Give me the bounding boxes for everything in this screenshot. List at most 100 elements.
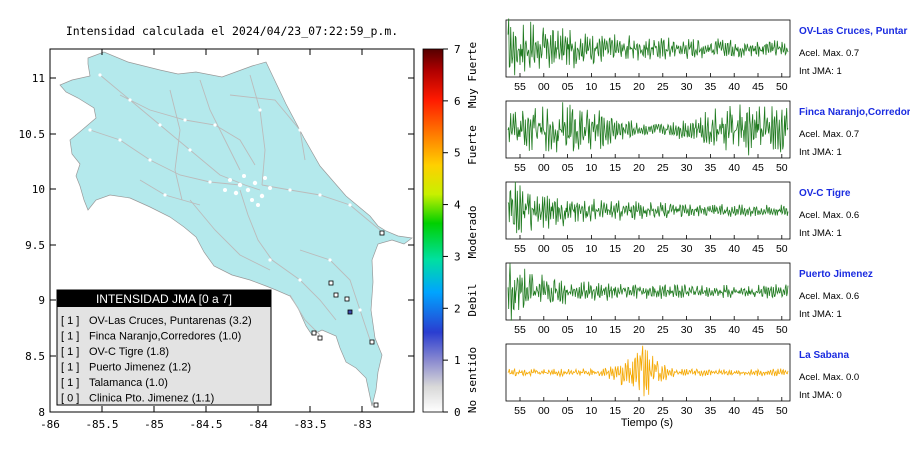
- legend-item-level: [ 1 ]: [61, 362, 79, 374]
- town-markers: [88, 73, 362, 312]
- seismogram-station: Finca Naranjo,Corredor: [799, 107, 910, 118]
- seismogram-tick-label: 35: [705, 405, 717, 417]
- seismogram-tick-label: 30: [681, 81, 693, 93]
- seismogram-tick-label: 40: [728, 324, 740, 336]
- colorbar-class-label: Muy Fuerte: [466, 42, 479, 108]
- seismogram-tick-label: 20: [633, 243, 645, 255]
- map-y-tick-label: 9: [38, 294, 45, 307]
- seismogram-tick-label: 55: [514, 162, 526, 174]
- seismogram-panel: 55 00 05 10 15 20 25 30 35 40 45 50 OV-C Tigre Acel. …: [505, 181, 859, 255]
- legend-box: [56, 289, 272, 406]
- seismogram-station: Puerto Jimenez: [799, 269, 873, 280]
- colorbar-tick-label: 4: [454, 199, 461, 212]
- seismogram-tick-label: 55: [514, 324, 526, 336]
- legend-item-level: [ 1 ]: [61, 331, 79, 343]
- seismogram-trace: [507, 18, 789, 76]
- legend-title: INTENSIDAD JMA [0 a 7]: [96, 292, 232, 306]
- map-y-axis: 11 10.5 10 9.5 9 8.5 8: [19, 72, 414, 419]
- map-x-tick-label: -86: [40, 418, 60, 431]
- seismogram-tick-label: 35: [705, 81, 717, 93]
- seismogram-panel: 55 00 05 10 15 20 25 30 35 40 45 50 OV-Las Cruces, P…: [505, 18, 907, 93]
- seismogram-tick-label: 20: [633, 81, 645, 93]
- colorbar-tick-label: 3: [454, 250, 461, 263]
- seismogram-jma: Int JMA: 1: [799, 66, 842, 77]
- seismogram-tick-label: 15: [609, 81, 621, 93]
- map-panel: -86 -85.5 -85 -84.5 -84 -83.5 -83 11 10.5 10 9.5 9…: [19, 48, 415, 431]
- map-title: Intensidad calculada el 2024/04/23_07:22…: [66, 24, 398, 38]
- legend-item-station: OV-C Tigre (1.8): [89, 346, 169, 358]
- intensity-legend: INTENSIDAD JMA [0 a 7] [ 1 ] OV-Las Cruce…: [56, 289, 272, 406]
- seismogram-tick-label: 55: [514, 405, 526, 417]
- map-x-tick-label: -85: [144, 418, 164, 431]
- seismogram-tick-label: 35: [705, 243, 717, 255]
- seismogram-xlabel: Tiempo (s): [621, 417, 673, 429]
- seismogram-tick-label: 15: [609, 162, 621, 174]
- seismogram-panel: 55 00 05 10 15 20 25 30 35 40 45 50 Finca Naranjo,Co…: [505, 100, 910, 174]
- seismogram-tick-label: 10: [586, 162, 598, 174]
- seismogram-tick-label: 30: [681, 324, 693, 336]
- map-y-tick-label: 8: [38, 406, 45, 419]
- seismogram-tick-label: 30: [681, 162, 693, 174]
- seismogram-tick-label: 45: [752, 162, 764, 174]
- seismogram-tick-label: 40: [728, 405, 740, 417]
- seismogram-tick-label: 05: [562, 324, 574, 336]
- colorbar-tick-label: 6: [454, 95, 461, 108]
- map-x-tick-label: -83: [352, 418, 372, 431]
- seismogram-tick-label: 40: [728, 81, 740, 93]
- seismogram-tick-label: 45: [752, 324, 764, 336]
- seismogram-tick-label: 40: [728, 162, 740, 174]
- seismogram-tick-label: 00: [538, 81, 550, 93]
- colorbar-class-label: Debil: [466, 283, 479, 316]
- seismogram-tick-label: 25: [657, 81, 669, 93]
- legend-item-level: [ 1 ]: [61, 377, 79, 389]
- seismogram-tick-label: 20: [633, 324, 645, 336]
- seismogram-tick-label: 05: [562, 405, 574, 417]
- map-y-tick-label: 11: [32, 72, 45, 85]
- colorbar-tick-label: 5: [454, 147, 461, 160]
- seismogram-panel: 55 00 05 10 15 20 25 30 35 40 45 50 Puerto Jimenez Ac…: [505, 262, 873, 336]
- intensity-colorbar: 7 6 5 4 3 2 1 0 Muy Fuerte Fuerte Moderado Debil No…: [422, 42, 479, 419]
- seismogram-tick-label: 50: [776, 162, 788, 174]
- legend-title-bar: [57, 290, 271, 307]
- seismogram-tick-label: 30: [681, 405, 693, 417]
- seismogram-jma: Int JMA: 1: [799, 309, 842, 320]
- seismogram-station: OV-C Tigre: [799, 188, 851, 199]
- legend-item-level: [ 1 ]: [61, 346, 79, 358]
- seismogram-tick-label: 40: [728, 243, 740, 255]
- colorbar-class-label: Moderado: [466, 206, 479, 259]
- seismogram-jma: Int JMA: 0: [799, 390, 842, 401]
- seismogram-tick-label: 20: [633, 162, 645, 174]
- colorbar-class-label: Fuerte: [466, 125, 479, 165]
- map-x-tick-label: -84.5: [189, 418, 222, 431]
- seismogram-trace: [507, 345, 789, 397]
- seismogram-tick-label: 05: [562, 162, 574, 174]
- seismogram-tick-label: 35: [705, 162, 717, 174]
- seismogram-tick-label: 50: [776, 243, 788, 255]
- seismogram-tick-label: 00: [538, 243, 550, 255]
- seismogram-accel: Acel. Max. 0.7: [799, 48, 859, 59]
- map-x-tick-label: -84: [248, 418, 268, 431]
- seismogram-panel: 55 00 05 10 15 20 25 30 35 40 45 50 La Sabana Acel. M…: [505, 343, 859, 417]
- seismogram-trace: [507, 181, 789, 234]
- station-markers: [311, 230, 385, 408]
- seismogram-tick-label: 10: [586, 324, 598, 336]
- seismogram-tick-label: 30: [681, 243, 693, 255]
- seismogram-tick-label: 25: [657, 324, 669, 336]
- map-y-tick-label: 9.5: [25, 239, 45, 252]
- legend-item-station: OV-Las Cruces, Puntarenas (3.2): [89, 315, 252, 327]
- seismogram-tick-label: 45: [752, 243, 764, 255]
- legend-item-level: [ 1 ]: [61, 315, 79, 327]
- seismogram-tick-label: 15: [609, 405, 621, 417]
- seismogram-tick-label: 10: [586, 405, 598, 417]
- seismogram-tick-label: 00: [538, 162, 550, 174]
- legend-item-station: Clinica Pto. Jimenez (1.1): [89, 393, 214, 405]
- seismogram-tick-label: 50: [776, 81, 788, 93]
- seismogram-trace: [507, 102, 789, 156]
- seismogram-tick-label: 20: [633, 405, 645, 417]
- map-x-axis: -86 -85.5 -85 -84.5 -84 -83.5 -83: [40, 49, 372, 431]
- colorbar-tick-label: 1: [454, 354, 461, 367]
- seismogram-accel: Acel. Max. 0.7: [799, 129, 859, 140]
- colorbar-tick-label: 2: [454, 302, 461, 315]
- seismogram-jma: Int JMA: 1: [799, 228, 842, 239]
